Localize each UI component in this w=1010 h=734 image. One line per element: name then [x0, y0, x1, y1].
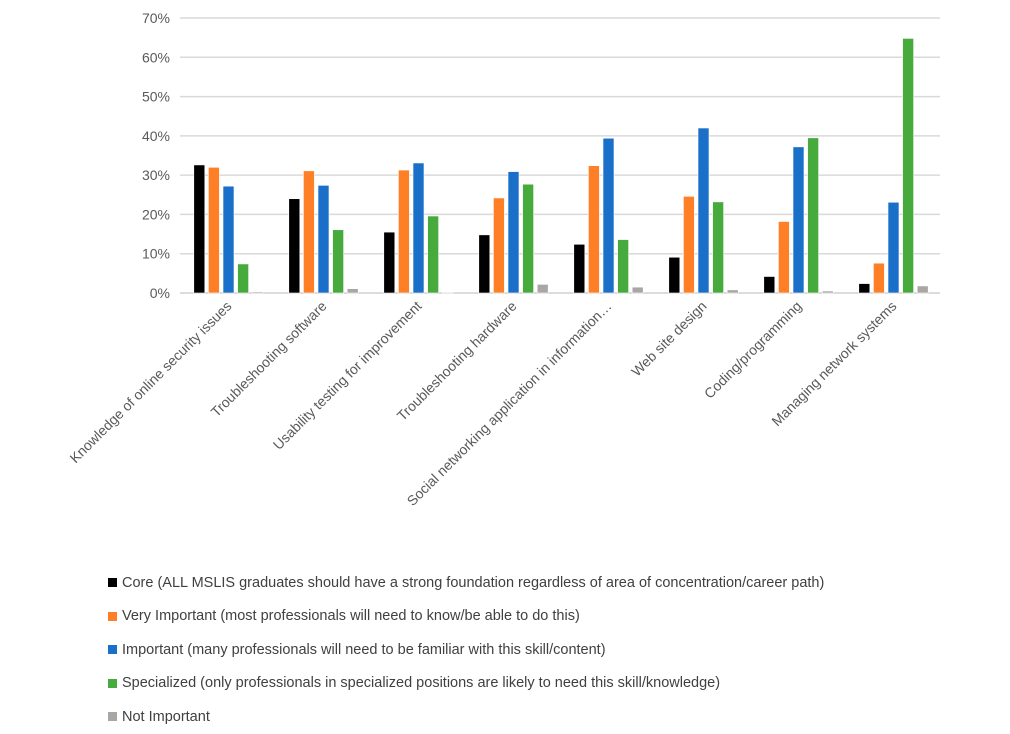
bar [441, 291, 454, 294]
bar [821, 290, 834, 294]
bar [303, 170, 315, 294]
bar [573, 243, 586, 294]
bar [332, 229, 344, 294]
bar [288, 198, 301, 294]
bar [617, 239, 629, 294]
bar [631, 286, 644, 294]
bar [317, 185, 330, 294]
bar [602, 137, 615, 294]
y-tick-label: 70% [142, 10, 170, 26]
legend-label: Not Important [122, 708, 210, 725]
bar [536, 284, 549, 294]
legend-item: Specialized (only professionals in speci… [108, 667, 824, 701]
bar [251, 291, 264, 294]
bar [412, 162, 425, 294]
bar [493, 197, 505, 294]
bar [222, 185, 235, 294]
legend-swatch [108, 578, 117, 588]
bar [778, 221, 790, 294]
bar [873, 262, 885, 294]
bar [398, 169, 410, 294]
bar [683, 196, 695, 294]
bar [916, 285, 929, 294]
y-tick-label: 10% [142, 246, 170, 262]
bar [887, 201, 900, 294]
bar [522, 183, 534, 294]
y-tick-label: 30% [142, 167, 170, 183]
legend-item: Not Important [108, 700, 824, 734]
bar [858, 283, 871, 294]
category-label: Web site design [628, 298, 710, 380]
legend-item: Very Important (most professionals will … [108, 600, 824, 634]
legend-item: Core (ALL MSLIS graduates should have a … [108, 566, 824, 600]
legend-swatch [108, 712, 117, 722]
bar [763, 276, 776, 294]
y-tick-label: 60% [142, 49, 170, 65]
legend-label: Important (many professionals will need … [122, 641, 606, 658]
category-label: Usability testing for improvement [270, 298, 425, 453]
category-label: Coding/programming [701, 298, 805, 402]
legend-swatch [108, 678, 117, 688]
legend-label: Core (ALL MSLIS graduates should have a … [122, 574, 825, 591]
bar [902, 38, 914, 294]
legend-label: Specialized (only professionals in speci… [122, 675, 721, 692]
legend-swatch [108, 645, 117, 655]
bar [478, 234, 491, 294]
legend-swatch [108, 611, 117, 621]
legend-item: Important (many professionals will need … [108, 633, 824, 667]
category-label: Knowledge of online security issues [66, 298, 234, 466]
bar [668, 256, 681, 294]
bar [697, 127, 710, 294]
bar-chart: 0% 10% 20% 30% 40% 50% 60% 70% Knowledge of onli… [66, 10, 940, 509]
legend: Core (ALL MSLIS graduates should have a … [108, 566, 824, 734]
bar [726, 289, 739, 294]
bar [193, 164, 206, 294]
legend-label: Very Important (most professionals will … [122, 608, 580, 625]
bar [507, 171, 520, 294]
bar [383, 231, 396, 294]
bar [346, 288, 359, 294]
bar [712, 201, 724, 294]
y-tick-label: 0% [150, 285, 170, 301]
y-tick-label: 50% [142, 89, 170, 105]
bar [427, 215, 439, 294]
bar [792, 146, 805, 294]
bar [237, 263, 249, 294]
y-tick-label: 40% [142, 128, 170, 144]
bar [588, 165, 600, 294]
bar [807, 137, 819, 294]
bar [208, 166, 220, 294]
category-label: Social networking application in informa… [404, 298, 615, 509]
y-tick-label: 20% [142, 206, 170, 222]
